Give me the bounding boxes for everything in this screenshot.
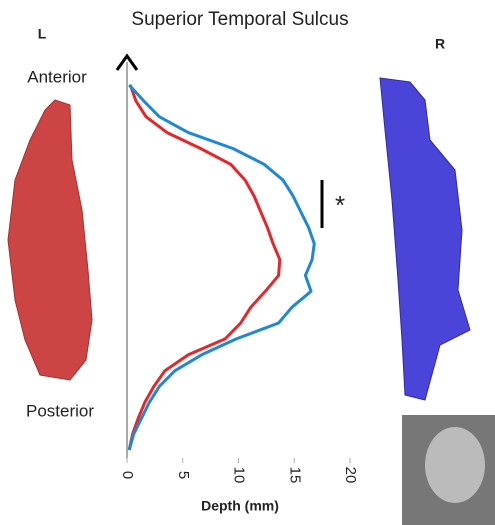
left-label: L [38,26,47,42]
right-label: R [435,36,445,52]
left-hemisphere-render [8,100,92,380]
infant-face [425,427,485,503]
x-tick-label: 10 [231,467,248,484]
anterior-label: Anterior [27,67,87,86]
posterior-label: Posterior [26,401,94,420]
depth-line [129,85,314,450]
x-tick-label: 0 [119,471,136,479]
right-hemisphere-render [380,78,470,400]
x-tick-label: 5 [175,471,192,479]
x-tick-label: 20 [342,467,359,484]
x-axis-title: Depth (mm) [201,498,279,514]
significance-star: * [335,190,345,220]
figure: Superior Temporal Sulcus L R Anterior Po… [0,0,495,525]
x-tick-label: 15 [286,467,303,484]
chart-title: Superior Temporal Sulcus [131,9,348,30]
